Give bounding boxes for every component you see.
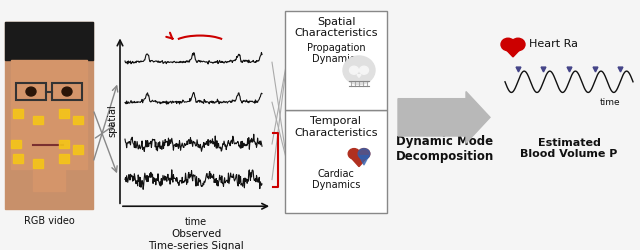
Circle shape	[26, 87, 36, 96]
Polygon shape	[357, 75, 361, 77]
Bar	[52, 83, 82, 100]
Bar	[349, 70, 369, 81]
Circle shape	[62, 87, 72, 96]
Bar	[16, 83, 46, 100]
Text: RGB video: RGB video	[24, 216, 74, 226]
Bar	[73, 145, 83, 154]
Circle shape	[348, 148, 360, 159]
Text: time: time	[185, 217, 207, 227]
FancyBboxPatch shape	[285, 110, 387, 213]
Bar	[5, 22, 93, 60]
Text: Estimated
Blood Volume P: Estimated Blood Volume P	[520, 138, 618, 160]
Bar	[13, 154, 23, 163]
Text: spatial: spatial	[107, 104, 117, 137]
Text: time: time	[600, 98, 621, 107]
Bar	[33, 116, 43, 124]
Circle shape	[343, 56, 375, 84]
Circle shape	[511, 38, 525, 51]
Circle shape	[501, 38, 515, 51]
Bar	[11, 140, 21, 148]
Circle shape	[358, 148, 370, 159]
Circle shape	[349, 66, 358, 74]
FancyArrow shape	[398, 92, 490, 143]
Text: Observed
Time-series Signal: Observed Time-series Signal	[148, 229, 244, 250]
Polygon shape	[359, 156, 369, 165]
Bar	[73, 116, 83, 124]
Bar	[11, 60, 87, 169]
Bar	[5, 22, 93, 209]
FancyBboxPatch shape	[285, 11, 387, 110]
Text: Heart Ra: Heart Ra	[529, 40, 578, 50]
Bar	[59, 154, 69, 163]
Text: Spatial
Characteristics: Spatial Characteristics	[294, 17, 378, 38]
Text: Cardiac
Dynamics: Cardiac Dynamics	[312, 169, 360, 190]
Polygon shape	[502, 45, 524, 57]
Bar	[59, 109, 69, 118]
Text: Temporal
Characteristics: Temporal Characteristics	[294, 116, 378, 138]
Bar	[33, 159, 43, 168]
Text: Propagation
Dynamics: Propagation Dynamics	[307, 42, 365, 64]
Bar	[33, 160, 65, 191]
Bar	[59, 140, 69, 148]
Polygon shape	[349, 156, 369, 166]
Text: Dynamic Mode
Decomposition: Dynamic Mode Decomposition	[396, 135, 494, 163]
Circle shape	[358, 148, 370, 159]
Bar	[13, 109, 23, 118]
Circle shape	[360, 66, 369, 74]
